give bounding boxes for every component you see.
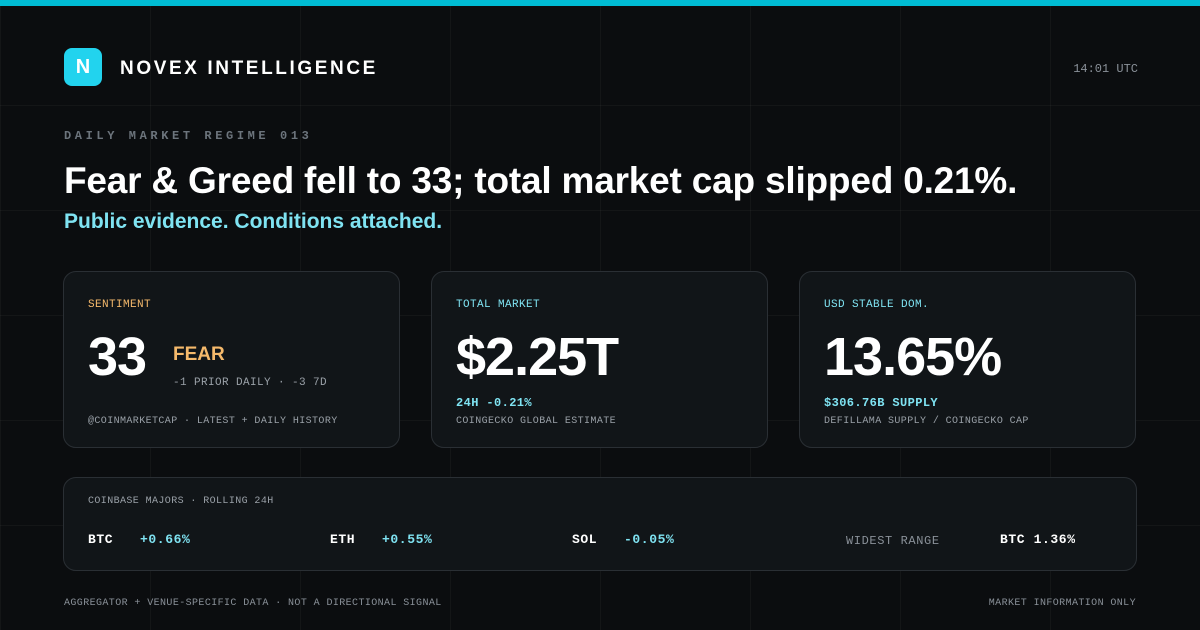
total-market-label: TOTAL MARKET bbox=[456, 299, 541, 311]
total-market-source: COINGECKO GLOBAL ESTIMATE bbox=[456, 416, 617, 427]
report-eyebrow: DAILY MARKET REGIME 013 bbox=[64, 129, 313, 143]
asset-change-sol: -0.05% bbox=[624, 532, 675, 547]
timestamp: 14:01 UTC bbox=[1073, 62, 1138, 76]
asset-change-btc: +0.66% bbox=[140, 532, 191, 547]
asset-change-eth: +0.55% bbox=[382, 532, 433, 547]
brand-name: NOVEX INTELLIGENCE bbox=[120, 58, 378, 79]
stable-dominance-card: USD STABLE DOM. 13.65% $306.76B SUPPLY D… bbox=[799, 271, 1136, 448]
asset-symbol-btc: BTC bbox=[88, 532, 114, 547]
sentiment-delta: -1 PRIOR DAILY · -3 7D bbox=[173, 377, 328, 389]
brand-logo-icon: N bbox=[64, 48, 102, 86]
sentiment-source: @COINMARKETCAP · LATEST + DAILY HISTORY bbox=[88, 416, 338, 427]
sentiment-card: SENTIMENT 33 FEAR -1 PRIOR DAILY · -3 7D… bbox=[63, 271, 400, 448]
widest-range-value: BTC 1.36% bbox=[1000, 532, 1076, 547]
majors-panel: COINBASE MAJORS · ROLLING 24H BTC +0.66%… bbox=[63, 477, 1137, 571]
sentiment-label: SENTIMENT bbox=[88, 299, 152, 311]
logo-letter: N bbox=[75, 55, 91, 78]
footer-disclaimer: AGGREGATOR + VENUE-SPECIFIC DATA · NOT A… bbox=[64, 598, 442, 609]
widest-range-label: WIDEST RANGE bbox=[846, 534, 940, 548]
total-market-value: $2.25T bbox=[456, 327, 619, 387]
total-market-change: 24H -0.21% bbox=[456, 396, 533, 410]
sentiment-classification: FEAR bbox=[173, 344, 225, 365]
subline: Public evidence. Conditions attached. bbox=[64, 210, 443, 233]
footer-note: MARKET INFORMATION ONLY bbox=[988, 598, 1136, 609]
stable-supply: $306.76B SUPPLY bbox=[824, 396, 939, 410]
headline: Fear & Greed fell to 33; total market ca… bbox=[64, 160, 1018, 201]
majors-label: COINBASE MAJORS · ROLLING 24H bbox=[88, 496, 274, 507]
asset-symbol-eth: ETH bbox=[330, 532, 356, 547]
total-market-card: TOTAL MARKET $2.25T 24H -0.21% COINGECKO… bbox=[431, 271, 768, 448]
asset-symbol-sol: SOL bbox=[572, 532, 598, 547]
sentiment-value: 33 bbox=[88, 327, 147, 387]
stable-dominance-value: 13.65% bbox=[824, 327, 1002, 387]
top-accent-bar bbox=[0, 0, 1200, 6]
stable-dominance-label: USD STABLE DOM. bbox=[824, 299, 930, 311]
stable-dominance-source: DEFILLAMA SUPPLY / COINGECKO CAP bbox=[824, 416, 1029, 427]
